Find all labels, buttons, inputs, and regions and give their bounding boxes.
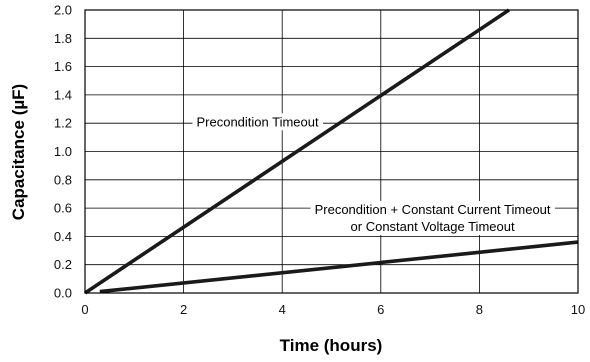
annotation-text: or Constant Voltage Timeout xyxy=(351,219,515,234)
annotation-background xyxy=(192,113,323,131)
tick-labels: 0 2 4 6 8 10 0.0 0.2 0.4 0.6 0.8 1.0 1.2 1.4 1.6 1.8 2.0 xyxy=(54,3,585,318)
y-tick-label: 1.4 xyxy=(54,87,72,102)
series-lines xyxy=(84,8,579,295)
y-axis-title: Capacitance (µF) xyxy=(9,84,28,220)
annotation-3: or Constant Voltage Timeout xyxy=(346,217,519,235)
annotation-background xyxy=(310,201,555,219)
annotation-2: Precondition + Constant Current Timeout xyxy=(310,201,555,219)
annotation-text: Precondition Timeout xyxy=(196,114,319,129)
x-tick-label: 10 xyxy=(571,302,585,317)
x-tick-label: 6 xyxy=(377,302,384,317)
annotation-text: Precondition + Constant Current Timeout xyxy=(315,202,551,217)
series-line-2 xyxy=(99,240,579,294)
y-tick-label: 1.6 xyxy=(54,59,72,74)
y-tick-label: 2.0 xyxy=(54,3,72,18)
y-tick-label: 0.2 xyxy=(54,257,72,272)
annotation-background xyxy=(346,217,519,235)
x-tick-label: 2 xyxy=(180,302,187,317)
plot-frame xyxy=(84,9,579,294)
y-tick-label: 1.2 xyxy=(54,116,72,131)
y-tick-label: 1.8 xyxy=(54,31,72,46)
x-tick-label: 8 xyxy=(476,302,483,317)
y-tick-label: 0.6 xyxy=(54,201,72,216)
annotations: Precondition Timeout Precondition + Const… xyxy=(192,113,555,235)
x-tick-label: 0 xyxy=(81,302,88,317)
x-tick-label: 4 xyxy=(279,302,286,317)
y-tick-label: 0.4 xyxy=(54,229,72,244)
y-tick-label: 0.0 xyxy=(54,286,72,301)
y-tick-label: 1.0 xyxy=(54,144,72,159)
annotation-1: Precondition Timeout xyxy=(192,113,323,131)
x-axis-title: Time (hours) xyxy=(280,336,383,355)
y-tick-label: 0.8 xyxy=(54,172,72,187)
series-line-1 xyxy=(84,8,510,295)
